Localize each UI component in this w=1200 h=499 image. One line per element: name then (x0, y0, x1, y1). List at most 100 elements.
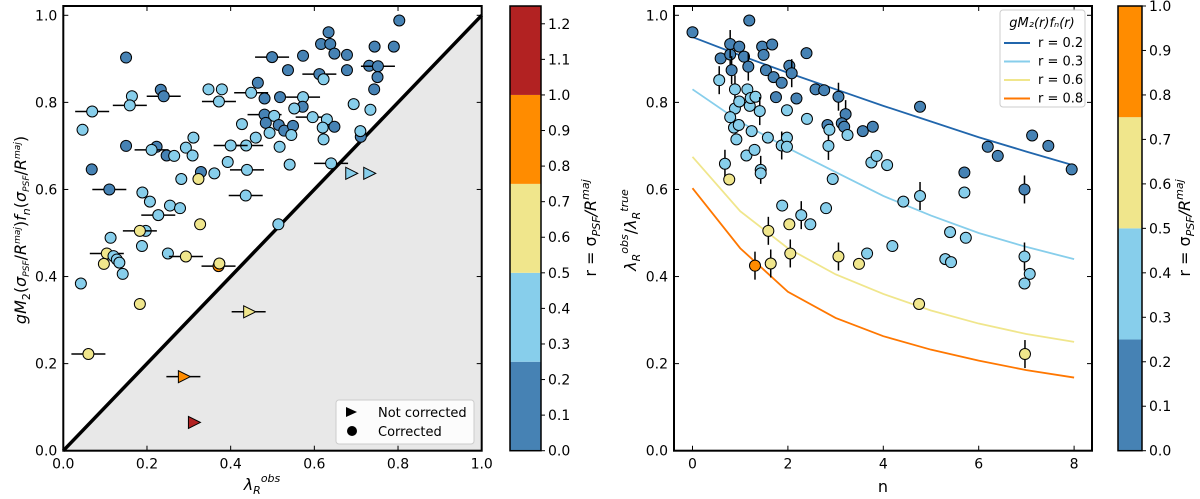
data-point-corrected (251, 76, 264, 89)
cb-mid: /R (581, 200, 600, 219)
data-point (769, 91, 782, 104)
x-tick-label: 1.0 (471, 457, 493, 473)
data-point-corrected (145, 143, 158, 156)
data-point (784, 247, 797, 260)
data-point-corrected (85, 163, 98, 176)
y-tick-label: 0.4 (646, 270, 668, 286)
data-point-corrected (136, 186, 149, 199)
data-point-corrected (235, 118, 248, 131)
data-point (832, 250, 845, 263)
y-label-sigma: σ (11, 276, 30, 287)
y-tick-label: 0.0 (646, 444, 668, 460)
data-point-corrected (263, 126, 276, 139)
x-tick-label: 0 (688, 457, 697, 473)
y-num: λ (621, 261, 640, 271)
data-point-corrected (194, 218, 207, 231)
x-label-main: λ (243, 475, 253, 494)
colorbar-segment (1118, 6, 1142, 118)
data-point-corrected (371, 60, 384, 73)
x-tick-label: 0.6 (303, 457, 325, 473)
data-point (766, 38, 779, 51)
y-label-sigma-2: σ (11, 191, 30, 202)
model-curve (691, 156, 1075, 343)
data-point-corrected (104, 231, 117, 244)
y-label-maj-2: maj (13, 142, 23, 159)
cb2-pre: r = σ (1175, 236, 1194, 276)
left-legend: Not corrected Corrected (335, 399, 475, 445)
data-point-corrected (76, 123, 89, 136)
data-point (733, 40, 746, 53)
y-tick-label: 0.2 (646, 357, 668, 373)
colorbar-tick-label: 1.0 (548, 88, 570, 104)
data-point (856, 125, 869, 138)
data-point-corrected (120, 139, 133, 152)
colorbar-segment (510, 361, 541, 451)
colorbar-segment (510, 183, 541, 273)
data-point (826, 173, 839, 186)
right-x-axis-label: n (878, 477, 888, 496)
colorbar-tick-label: 0.2 (548, 373, 570, 389)
data-point (1042, 139, 1055, 152)
data-point (866, 120, 879, 133)
data-point (733, 95, 746, 108)
y-num-sub: R (630, 254, 643, 262)
data-point (762, 224, 775, 237)
colorbar-tick-label: 0.9 (548, 124, 570, 140)
data-point-corrected (212, 95, 225, 108)
data-point-corrected (163, 199, 176, 212)
data-point-corrected (273, 140, 286, 153)
data-point (822, 139, 835, 152)
legend-frame (335, 399, 475, 445)
colorbar-segment (1118, 117, 1142, 229)
data-point (785, 67, 798, 80)
data-point (841, 129, 854, 142)
colorbar-frame (509, 5, 542, 452)
x-label-sup: obs (261, 472, 281, 485)
cb2-mid: /R (1175, 200, 1194, 219)
data-point-corrected (325, 157, 338, 170)
data-point-corrected (161, 247, 174, 260)
x-tick-label: 4 (879, 457, 888, 473)
data-point (861, 247, 874, 260)
data-point-corrected (272, 218, 285, 231)
y-label-r-2: R (11, 159, 30, 170)
data-point (730, 133, 743, 146)
colorbar-tick-label: 0.5 (548, 266, 570, 282)
colorbar-tick-label: 0.9 (1149, 43, 1171, 59)
data-point (1023, 267, 1036, 280)
x-tick-label: 0.4 (220, 457, 242, 473)
y-label-psf: PSF (22, 260, 32, 277)
data-point-corrected (354, 125, 367, 138)
data-point-corrected (123, 99, 136, 112)
legend-entry: r = 0.8 (1038, 92, 1083, 107)
data-point-corrected (192, 173, 205, 186)
y-label-maj: maj (13, 227, 23, 244)
colorbar-tick-label: 0.3 (1149, 310, 1171, 326)
data-point-corrected (213, 257, 226, 270)
data-point-corrected (316, 121, 329, 134)
y-den: λ (621, 219, 640, 229)
data-point-corrected (306, 111, 319, 124)
data-point-not-corrected (187, 415, 202, 430)
data-point (776, 199, 789, 212)
data-point (1018, 250, 1031, 263)
model-curve (691, 88, 1075, 260)
data-point (945, 256, 958, 269)
data-point (800, 112, 813, 125)
data-point (743, 14, 756, 27)
data-point-corrected (186, 149, 199, 162)
colorbar-tick-label: 0.8 (1149, 88, 1171, 104)
colorbar-segment (1118, 339, 1142, 451)
data-point-corrected (340, 48, 353, 61)
colorbar-tick-label: 0.0 (548, 444, 570, 460)
data-point-not-corrected (243, 304, 257, 319)
data-point (820, 202, 833, 215)
left-colorbar: 0.0 0.1 0.2 0.3 0.4 0.5 0.6 0.7 0.8 0.9 1.0 1.1 1.2 (509, 5, 570, 460)
data-point-corrected (116, 267, 129, 280)
triangle-marker-icon (346, 407, 357, 417)
data-point-corrected (74, 277, 87, 290)
data-point (725, 64, 738, 77)
data-point-corrected (86, 105, 99, 118)
